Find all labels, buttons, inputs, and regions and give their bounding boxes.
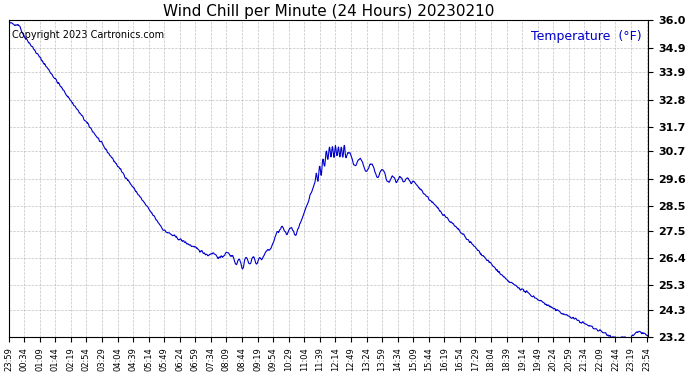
Text: Temperature  (°F): Temperature (°F) [531,30,642,43]
Title: Wind Chill per Minute (24 Hours) 20230210: Wind Chill per Minute (24 Hours) 2023021… [163,4,494,19]
Text: Copyright 2023 Cartronics.com: Copyright 2023 Cartronics.com [12,30,164,40]
